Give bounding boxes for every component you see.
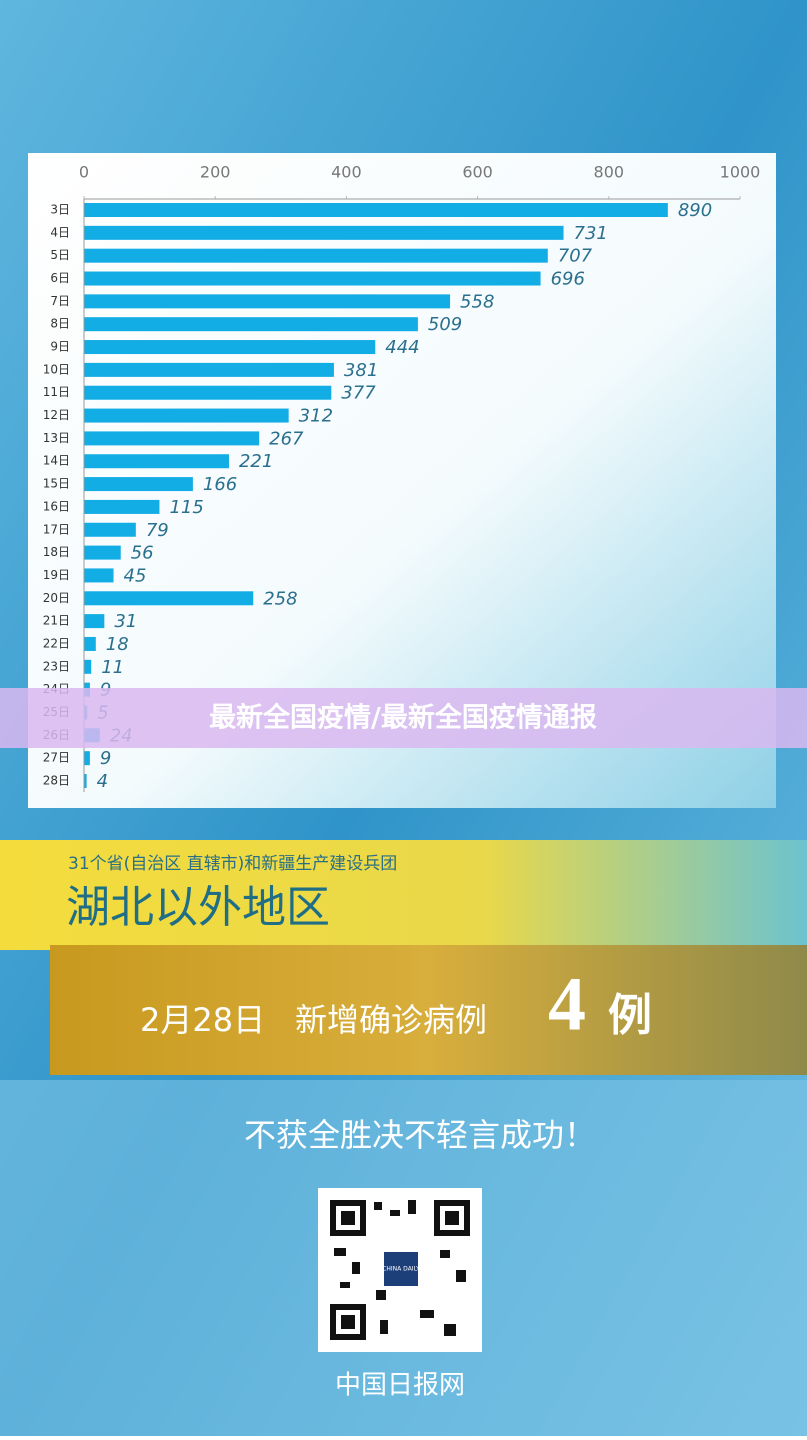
- bar: [84, 545, 121, 560]
- x-tick-label: 200: [200, 163, 231, 182]
- y-tick-label: 9日: [50, 340, 70, 354]
- value-label: 377: [341, 383, 376, 404]
- value-label: 707: [558, 246, 593, 267]
- bar: [84, 774, 87, 788]
- value-label: 267: [269, 428, 304, 449]
- value-label: 166: [203, 474, 237, 495]
- y-tick-label: 13日: [43, 431, 70, 445]
- value-label: 258: [263, 588, 297, 609]
- bar: [84, 362, 334, 377]
- value-label: 79: [146, 520, 169, 541]
- yellow-band: [0, 840, 807, 950]
- value-label: 890: [678, 200, 712, 221]
- value-label: 18: [106, 634, 129, 655]
- value-label: 509: [428, 314, 462, 335]
- bar: [84, 271, 541, 286]
- x-tick-label: 0: [79, 163, 89, 182]
- y-tick-label: 10日: [43, 362, 70, 376]
- headline-label: 新增确诊病例: [295, 1001, 487, 1039]
- y-tick-label: 14日: [43, 454, 70, 468]
- y-tick-label: 7日: [50, 294, 70, 308]
- y-tick-label: 20日: [43, 591, 70, 605]
- y-tick-label: 18日: [43, 545, 70, 559]
- value-label: 56: [131, 543, 154, 564]
- headline-count: 4: [548, 962, 586, 1046]
- y-tick-label: 16日: [43, 499, 70, 513]
- qr-logo: [384, 1252, 418, 1286]
- y-tick-label: 8日: [50, 317, 70, 331]
- bar: [84, 499, 160, 514]
- bar: [84, 385, 332, 400]
- bar: [84, 477, 193, 492]
- bar: [84, 522, 136, 537]
- bar: [84, 317, 418, 332]
- headline-band: [50, 945, 807, 1075]
- bar: [84, 203, 668, 217]
- x-tick-label: 1000: [720, 163, 761, 182]
- bar: [84, 408, 289, 423]
- bar: [84, 340, 376, 355]
- bar: [84, 431, 260, 446]
- value-label: 558: [460, 291, 494, 312]
- bar: [84, 659, 92, 674]
- bar: [84, 591, 254, 606]
- subtitle: 31个省(自治区 直辖市)和新疆生产建设兵团: [68, 854, 397, 874]
- y-tick-label: 5日: [50, 248, 70, 262]
- value-label: 31: [114, 611, 137, 632]
- y-tick-label: 15日: [43, 477, 70, 491]
- qr-label: CHINA DAILY: [382, 1266, 420, 1273]
- bar: [84, 225, 564, 240]
- value-label: 115: [169, 497, 203, 518]
- region: 湖北以外地区: [66, 882, 330, 933]
- source: 中国日报网: [335, 1371, 465, 1401]
- value-label: 9: [100, 748, 111, 769]
- value-label: 696: [551, 269, 585, 290]
- banner: [0, 688, 807, 748]
- headline-date: 2月28日: [140, 1001, 265, 1039]
- y-tick-label: 28日: [43, 774, 70, 788]
- banner-title: 最新全国疫情/最新全国疫情通报: [209, 702, 597, 734]
- y-tick-label: 12日: [43, 408, 70, 422]
- x-tick-label: 400: [331, 163, 362, 182]
- value-label: 444: [385, 337, 419, 358]
- y-tick-label: 17日: [43, 522, 70, 536]
- chart: 0 200 400 600 800 1000 3日 890 4日 731 5日 707 6日 696 7日 5…: [43, 163, 761, 793]
- value-label: 221: [239, 451, 273, 472]
- bar: [84, 568, 114, 583]
- bar: [84, 751, 90, 766]
- x-tick-label: 600: [462, 163, 493, 182]
- bar: [84, 294, 451, 309]
- y-tick-label: 21日: [43, 614, 70, 628]
- value-label: 731: [574, 223, 608, 244]
- value-label: 45: [124, 565, 147, 586]
- y-tick-label: 23日: [43, 659, 70, 673]
- headline-unit: 例: [608, 990, 652, 1041]
- bar: [84, 636, 96, 651]
- value-label: 381: [344, 360, 378, 381]
- value-label: 4: [97, 771, 108, 792]
- bar: [84, 248, 548, 263]
- y-tick-label: 19日: [43, 568, 70, 582]
- y-tick-label: 22日: [43, 636, 70, 650]
- bar: [84, 454, 229, 469]
- y-tick-label: 3日: [50, 203, 70, 217]
- x-tick-label: 800: [594, 163, 625, 182]
- value-label: 312: [299, 406, 333, 427]
- qr-pattern: [330, 1200, 470, 1340]
- slogan: 不获全胜决不轻言成功！: [244, 1116, 596, 1154]
- y-tick-label: 11日: [43, 385, 70, 399]
- y-tick-label: 6日: [50, 271, 70, 285]
- bar: [84, 614, 105, 629]
- y-tick-label: 27日: [43, 751, 70, 765]
- value-label: 11: [101, 657, 124, 678]
- y-tick-label: 4日: [50, 225, 70, 239]
